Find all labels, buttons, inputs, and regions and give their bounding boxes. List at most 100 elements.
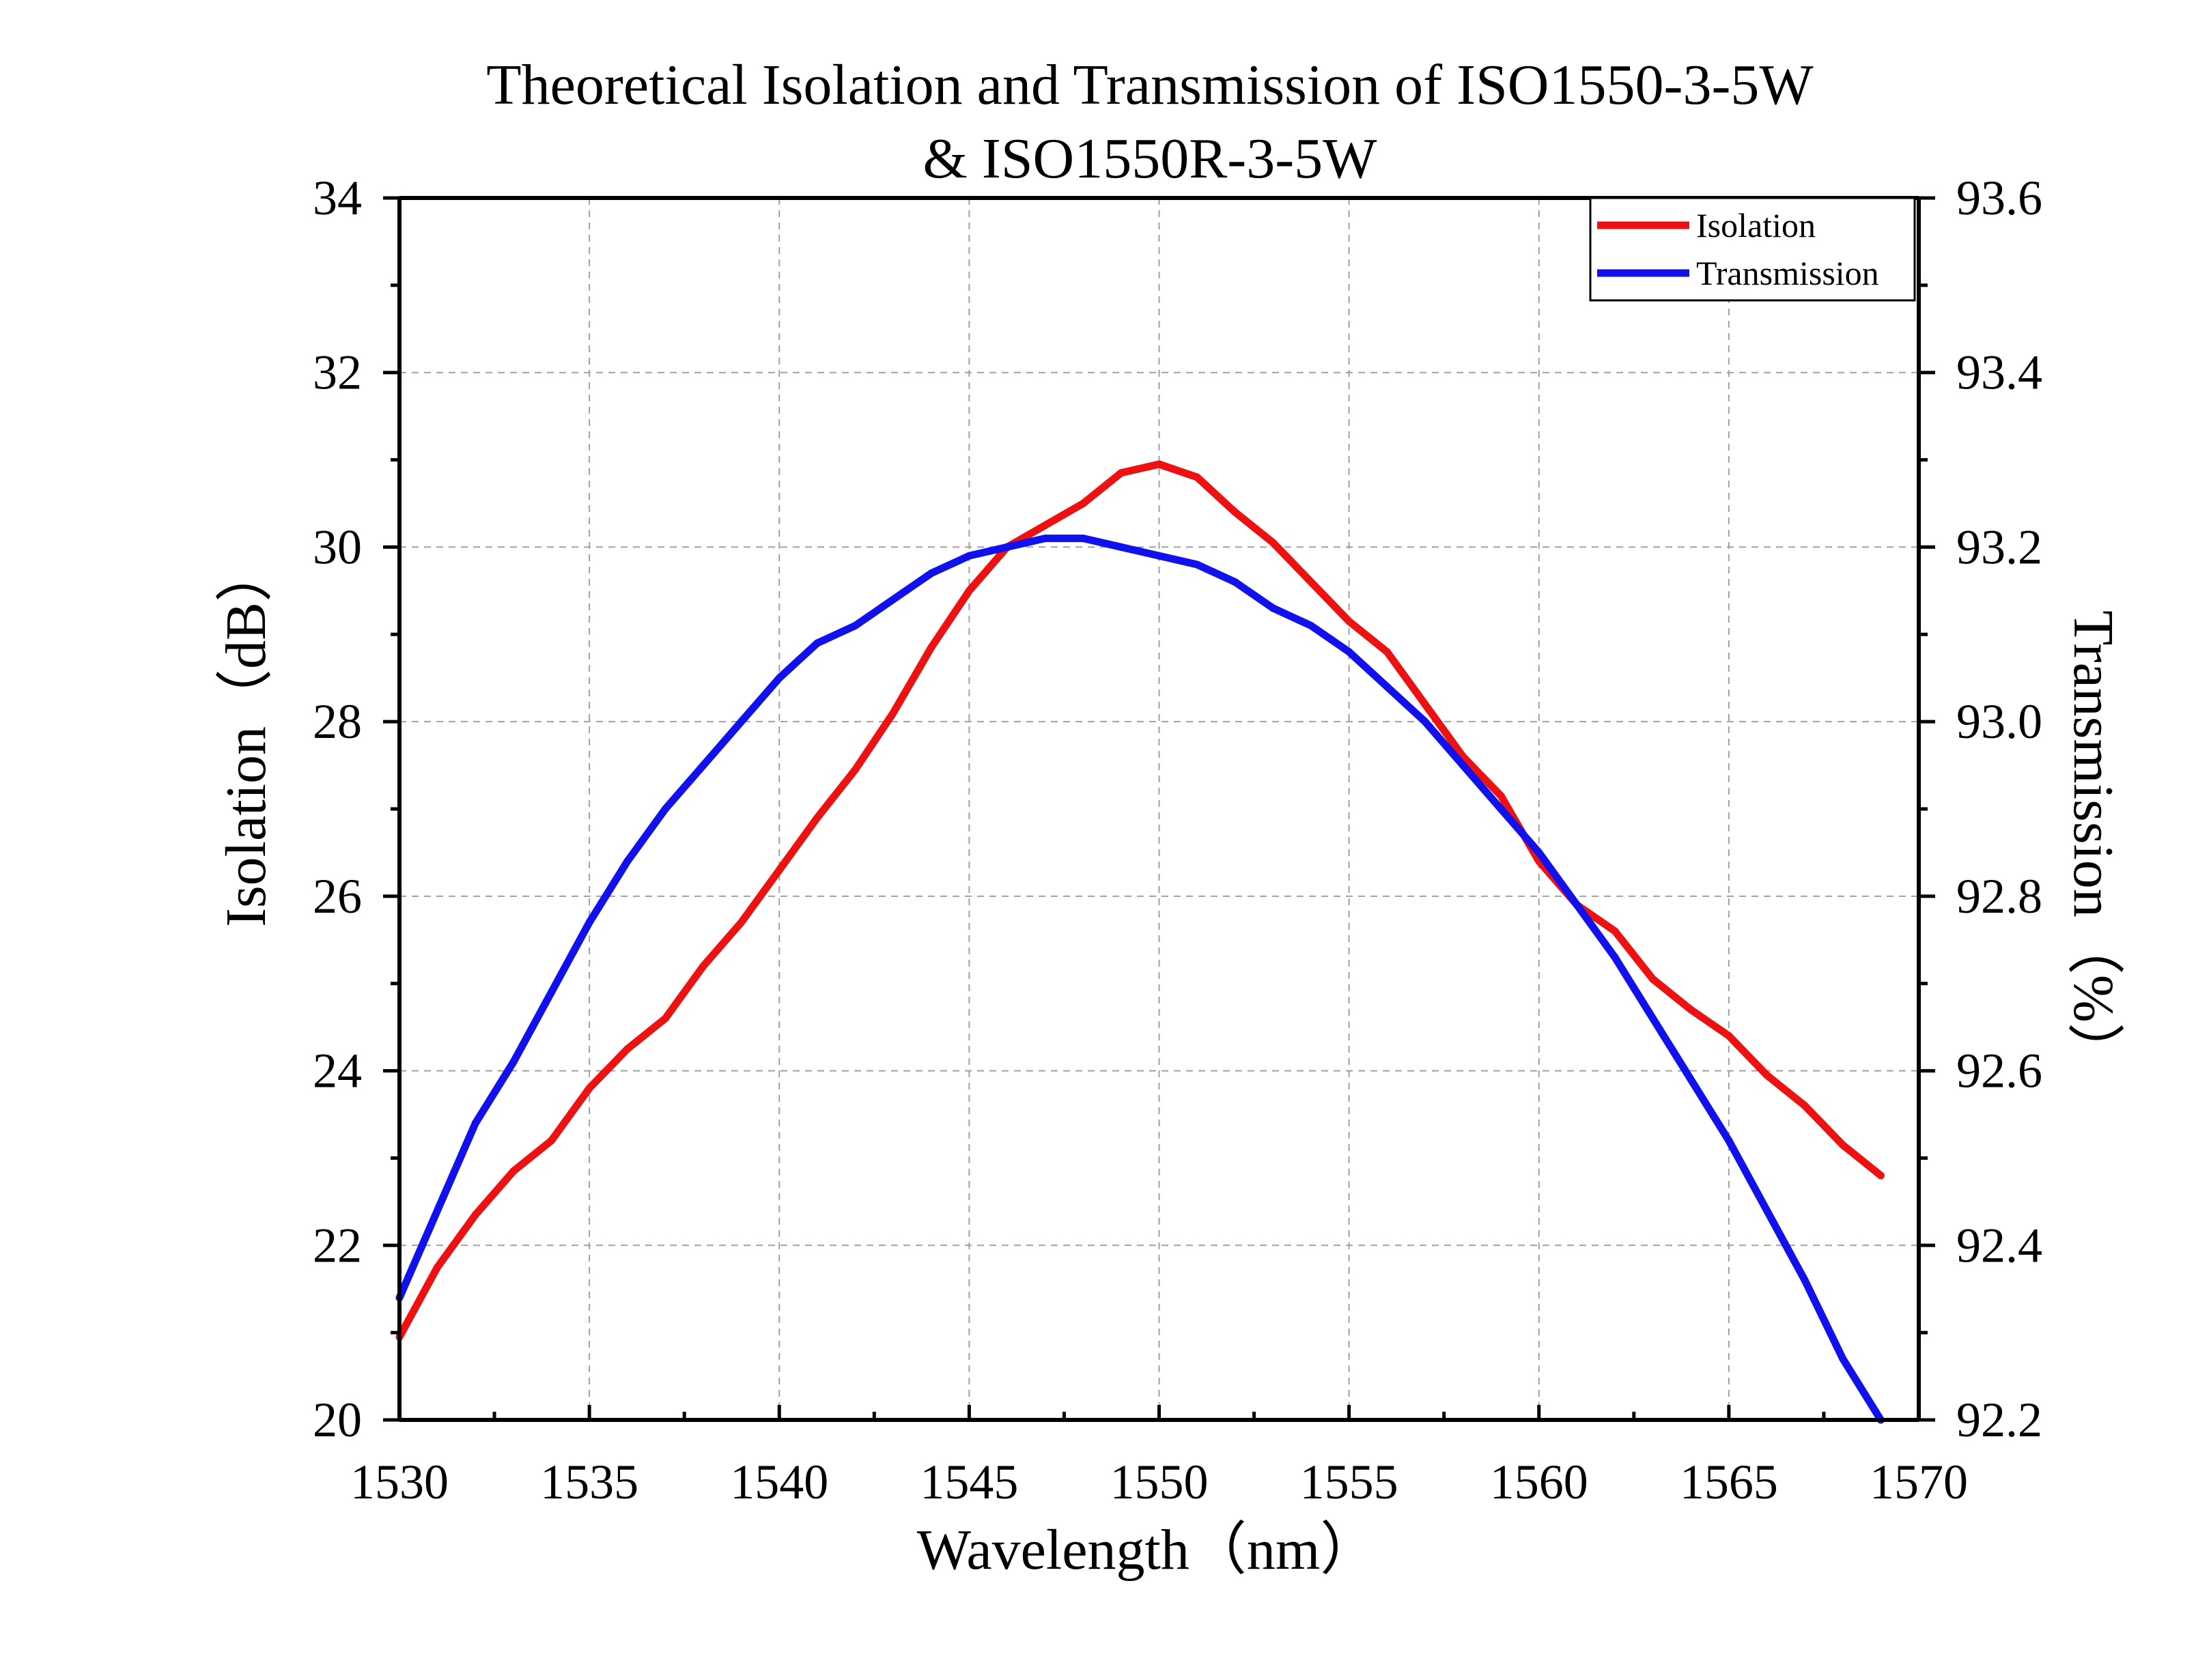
y-left-tick-label: 24 [313, 1044, 362, 1098]
ticks [383, 196, 1935, 1422]
data-point-transmission [1269, 604, 1277, 612]
y-left-tick-label: 34 [313, 171, 362, 225]
data-point-transmission [1611, 953, 1619, 961]
data-point-isolation [965, 586, 973, 595]
data-point-transmission [1345, 648, 1353, 656]
data-point-isolation [1687, 1006, 1695, 1014]
y-right-tick-label: 92.8 [1956, 869, 2042, 924]
y-right-tick-label: 93.6 [1956, 171, 2042, 225]
x-axis-label: Wavelength（nm） [917, 1518, 1377, 1582]
y-right-tick-label: 92.6 [1956, 1044, 2042, 1098]
data-point-transmission [775, 674, 783, 682]
y-axis-label-left: Isolation（dB） [214, 545, 278, 927]
y-left-tick-label: 20 [313, 1393, 362, 1447]
data-point-transmission [1649, 1014, 1657, 1023]
x-tick-label: 1550 [1110, 1455, 1209, 1509]
data-point-transmission [471, 1119, 479, 1127]
data-point-transmission [1193, 560, 1201, 569]
data-point-transmission [889, 595, 897, 603]
data-point-transmission [1687, 1075, 1695, 1083]
legend-box [1589, 197, 1916, 302]
data-point-isolation [1193, 473, 1201, 481]
data-point-isolation [1763, 1071, 1771, 1079]
y-right-tick-label: 92.2 [1956, 1393, 2042, 1447]
data-point-transmission [1763, 1206, 1771, 1214]
data-point-transmission [1497, 805, 1505, 813]
series-line-isolation [395, 460, 1885, 1341]
data-point-isolation [1876, 1171, 1885, 1180]
data-point-isolation [1497, 792, 1505, 800]
data-point-isolation [548, 1137, 555, 1145]
y-left-tick-label: 30 [313, 519, 362, 574]
data-point-isolation [1801, 1102, 1809, 1110]
data-point-transmission [1839, 1355, 1847, 1363]
x-tick-label: 1545 [920, 1455, 1018, 1509]
data-point-isolation [737, 918, 746, 926]
x-tick-label: 1570 [1870, 1455, 1968, 1509]
y-right-tick-label: 92.4 [1956, 1218, 2042, 1272]
plot-series [395, 460, 1885, 1424]
data-point-isolation [1611, 927, 1619, 935]
y-left-tick-label: 26 [313, 869, 362, 924]
data-point-transmission [1535, 849, 1543, 857]
y-left-tick-label: 28 [313, 694, 362, 749]
data-point-transmission [1003, 543, 1011, 551]
data-point-isolation [1839, 1141, 1847, 1149]
data-point-isolation [1041, 521, 1050, 529]
data-point-isolation [851, 765, 859, 773]
data-point-isolation [1231, 508, 1239, 516]
data-point-transmission [1307, 622, 1315, 629]
data-point-transmission [623, 857, 632, 866]
y-left-tick-label: 22 [313, 1218, 362, 1272]
data-point-isolation [1421, 700, 1429, 709]
data-point-isolation [699, 962, 707, 970]
data-point-transmission [1155, 552, 1163, 560]
data-point-transmission [1421, 717, 1429, 726]
data-point-isolation [927, 643, 935, 651]
data-point-transmission [1041, 535, 1050, 543]
data-point-isolation [1269, 539, 1277, 547]
data-point-isolation [509, 1167, 518, 1176]
data-point-isolation [1155, 460, 1163, 468]
data-point-isolation [1649, 975, 1657, 983]
data-point-isolation [889, 709, 897, 717]
x-tick-label: 1560 [1490, 1455, 1588, 1509]
y-axis-label-right: Transmission（%） [2061, 610, 2125, 1080]
data-point-isolation [434, 1263, 442, 1271]
data-point-isolation [471, 1211, 479, 1219]
tick-labels: 1530 1535 1540 1545 1550 1555 1560 1565 1570 20 22… [313, 171, 2042, 1509]
data-point-transmission [1231, 578, 1239, 586]
data-point-isolation [1079, 500, 1087, 507]
grid [399, 198, 1919, 1420]
data-point-isolation [1117, 469, 1125, 477]
data-point-transmission [851, 622, 859, 629]
data-point-isolation [585, 1084, 593, 1092]
data-point-transmission [927, 569, 935, 578]
data-point-isolation [661, 1014, 669, 1023]
data-point-isolation [775, 866, 783, 874]
x-tick-label: 1535 [540, 1455, 638, 1509]
legend-isolation-label: Isolation [1696, 206, 1816, 244]
legend-transmission-label: Transmission [1696, 254, 1879, 292]
data-point-isolation [1725, 1031, 1733, 1040]
data-point-transmission [699, 761, 707, 769]
data-point-transmission [1725, 1137, 1733, 1145]
data-point-transmission [548, 988, 555, 996]
data-point-transmission [585, 918, 593, 926]
x-tick-label: 1565 [1680, 1455, 1778, 1509]
data-point-isolation [1307, 578, 1315, 586]
data-point-transmission [1383, 683, 1391, 691]
data-point-transmission [813, 639, 821, 647]
data-point-transmission [965, 552, 973, 560]
data-point-transmission [509, 1058, 518, 1066]
data-point-isolation [1345, 617, 1353, 625]
x-tick-label: 1540 [730, 1455, 828, 1509]
data-point-isolation [813, 814, 821, 822]
legend: Isolation Transmission [1589, 197, 1916, 302]
data-point-transmission [1117, 543, 1125, 551]
data-point-isolation [623, 1045, 632, 1053]
data-point-transmission [1459, 761, 1467, 769]
x-tick-label: 1555 [1300, 1455, 1398, 1509]
series-line-transmission [395, 535, 1885, 1424]
